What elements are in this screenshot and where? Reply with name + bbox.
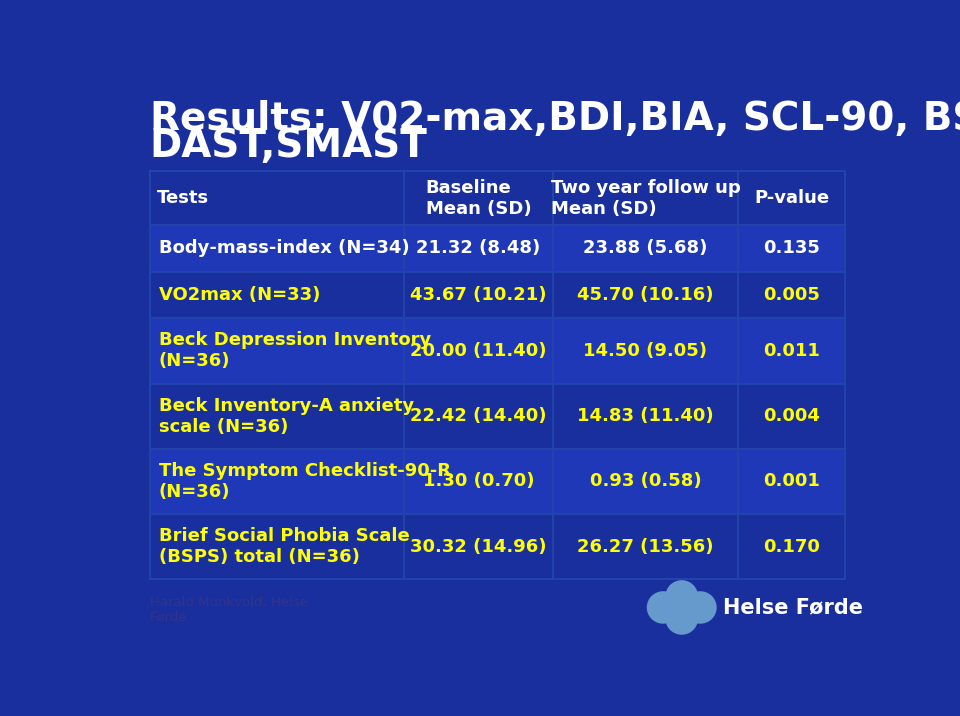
- Text: 23.88 (5.68): 23.88 (5.68): [584, 239, 708, 257]
- Text: 0.135: 0.135: [763, 239, 820, 257]
- Bar: [150, 514, 846, 579]
- Text: DAST,SMAST: DAST,SMAST: [150, 127, 427, 165]
- Text: 26.27 (13.56): 26.27 (13.56): [577, 538, 713, 556]
- Text: 30.32 (14.96): 30.32 (14.96): [410, 538, 546, 556]
- Text: Harald Munkvold, Helse
Førde: Harald Munkvold, Helse Førde: [150, 596, 307, 624]
- Text: Tests: Tests: [157, 189, 209, 207]
- Text: 21.32 (8.48): 21.32 (8.48): [417, 239, 540, 257]
- Text: Beck Depression Inventory
(N=36): Beck Depression Inventory (N=36): [158, 332, 431, 370]
- Text: Results; V02-max,BDI,BIA, SCL-90, BSPS,: Results; V02-max,BDI,BIA, SCL-90, BSPS,: [150, 100, 960, 137]
- Text: Two year follow up
Mean (SD): Two year follow up Mean (SD): [550, 179, 740, 218]
- Text: 22.42 (14.40): 22.42 (14.40): [410, 407, 546, 425]
- Ellipse shape: [665, 580, 698, 613]
- Bar: [150, 225, 846, 271]
- Text: 0.005: 0.005: [763, 286, 820, 304]
- Text: The Symptom Checklist-90-R
(N=36): The Symptom Checklist-90-R (N=36): [158, 462, 450, 500]
- Text: 0.170: 0.170: [763, 538, 820, 556]
- Text: Baseline
Mean (SD): Baseline Mean (SD): [425, 179, 531, 218]
- Text: Beck Inventory-A anxiety
scale (N=36): Beck Inventory-A anxiety scale (N=36): [158, 397, 414, 435]
- Text: Body-mass-index (N=34): Body-mass-index (N=34): [158, 239, 409, 257]
- Ellipse shape: [665, 602, 698, 635]
- Text: Helse Førde: Helse Førde: [723, 597, 863, 617]
- Text: 14.83 (11.40): 14.83 (11.40): [577, 407, 713, 425]
- Text: 0.93 (0.58): 0.93 (0.58): [589, 473, 701, 490]
- Text: 45.70 (10.16): 45.70 (10.16): [577, 286, 713, 304]
- Bar: [150, 271, 846, 318]
- Text: 14.50 (9.05): 14.50 (9.05): [584, 342, 708, 360]
- Text: Brief Social Phobia Scale
(BSPS) total (N=36): Brief Social Phobia Scale (BSPS) total (…: [158, 527, 409, 566]
- Text: 0.001: 0.001: [763, 473, 820, 490]
- Text: 20.00 (11.40): 20.00 (11.40): [410, 342, 546, 360]
- Text: 0.004: 0.004: [763, 407, 820, 425]
- Bar: [150, 449, 846, 514]
- Bar: [150, 318, 846, 384]
- Ellipse shape: [647, 591, 680, 624]
- Ellipse shape: [684, 591, 717, 624]
- Text: P-value: P-value: [754, 189, 829, 207]
- Text: 43.67 (10.21): 43.67 (10.21): [410, 286, 546, 304]
- Text: 0.011: 0.011: [763, 342, 820, 360]
- Text: VO2max (N=33): VO2max (N=33): [158, 286, 320, 304]
- Bar: [150, 384, 846, 449]
- Text: 1.30 (0.70): 1.30 (0.70): [422, 473, 534, 490]
- Bar: [150, 171, 846, 225]
